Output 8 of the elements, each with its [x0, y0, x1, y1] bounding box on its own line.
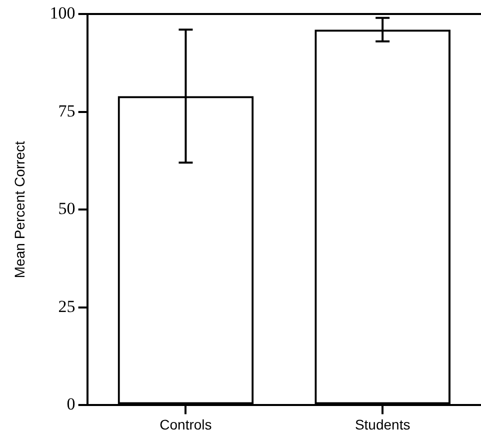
y-tick-label: 100 [50, 3, 76, 22]
y-axis-title: Mean Percent Correct [11, 141, 28, 278]
x-tick-label: Students [354, 416, 410, 432]
y-tick-label: 25 [58, 296, 76, 316]
y-tick-label: 50 [58, 199, 76, 218]
y-tick-label: 0 [66, 394, 76, 414]
x-tick-label: Controls [160, 416, 212, 432]
y-tick-label: 75 [58, 101, 76, 120]
